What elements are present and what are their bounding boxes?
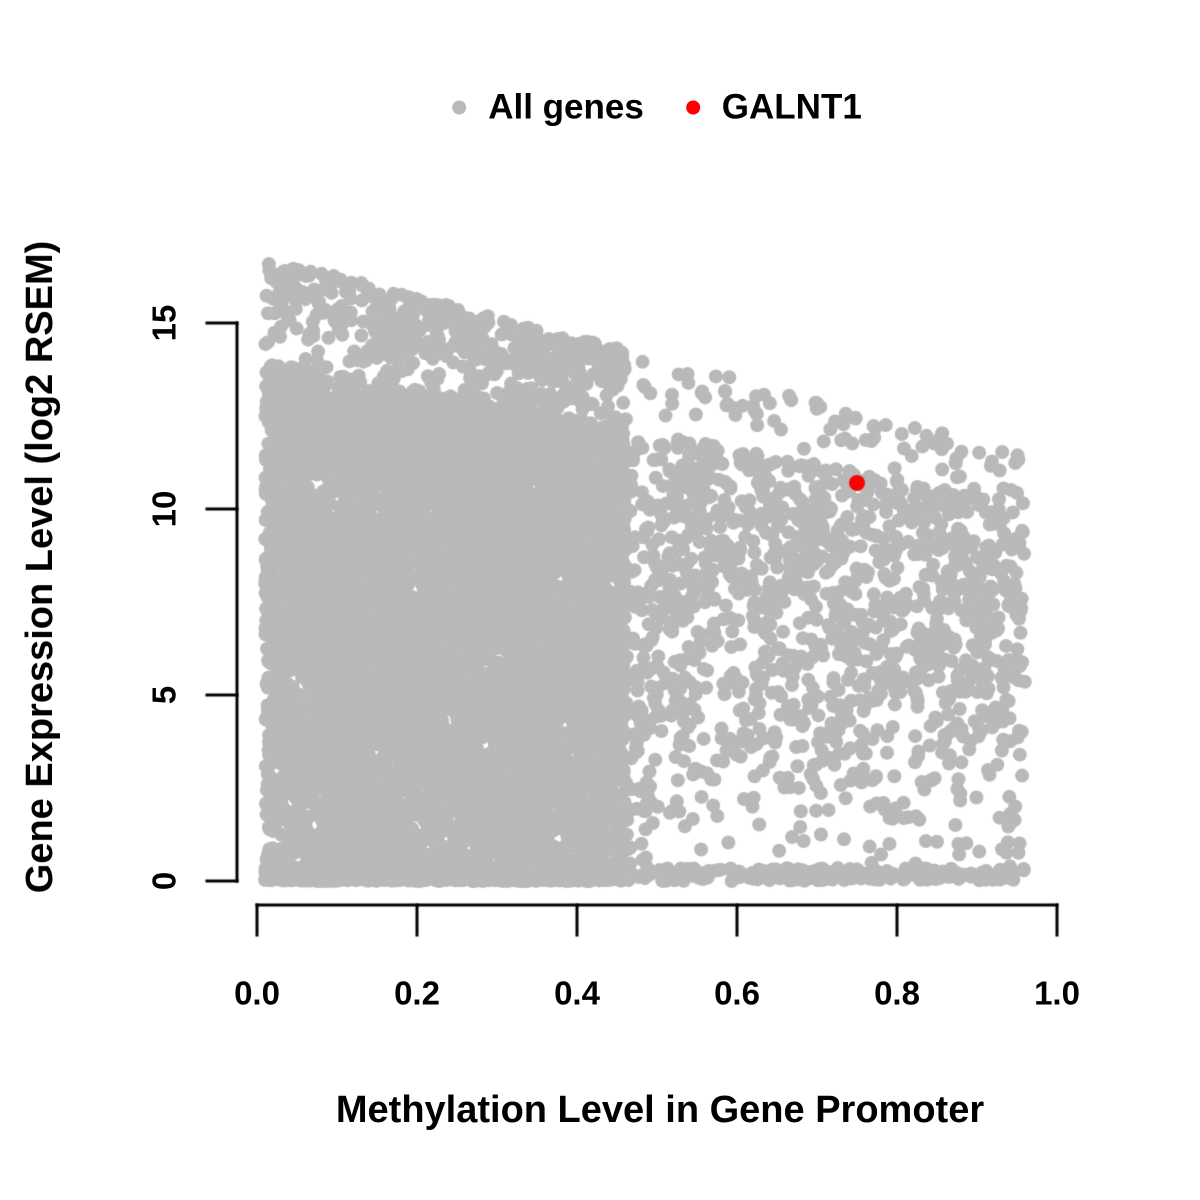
legend-label-galnt1: GALNT1 [721,87,862,127]
x-axis-title: Methylation Level in Gene Promoter [335,1089,985,1131]
x-tick-label: 0.8 [874,974,920,1012]
y-tick-label: 5 [145,685,183,705]
legend: All genes GALNT1 [452,90,862,125]
y-axis-title: Gene Expression Level (log2 RSEM) [19,240,61,894]
x-tick-label: 0.0 [234,974,280,1012]
all-genes-dot-icon [452,100,467,114]
y-tick-label: 10 [145,490,183,528]
legend-item-galnt1: GALNT1 [685,87,862,127]
galnt1-dot-icon [685,100,700,114]
x-tick-label: 0.2 [394,974,440,1012]
x-tick-label: 0.4 [554,974,600,1012]
x-tick-label: 1.0 [1034,974,1080,1012]
x-tick-label: 0.6 [714,974,760,1012]
y-tick-label: 0 [145,871,183,891]
legend-item-all-genes: All genes [452,90,644,125]
legend-label-all-genes: All genes [488,87,644,127]
y-tick-label: 15 [145,304,183,342]
